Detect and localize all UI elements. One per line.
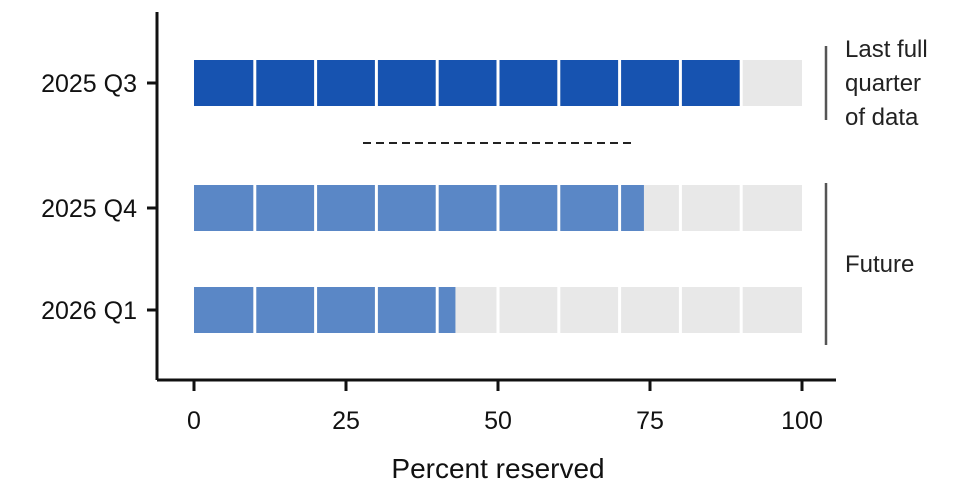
bar-filled-segment: [377, 60, 436, 106]
bar-row: [194, 185, 802, 231]
group-annotation: Future: [824, 183, 914, 345]
bar-filled-segment: [499, 60, 558, 106]
bar-filled-segment: [317, 60, 375, 106]
bar-filled-segment: [499, 185, 558, 231]
bar-remainder-segment: [499, 287, 558, 333]
bar-row: [194, 287, 802, 333]
bar-remainder-segment: [681, 287, 740, 333]
bar-remainder-segment: [621, 287, 679, 333]
x-tick-label: 100: [781, 407, 823, 435]
y-axis: 2025 Q3 2025 Q4 2026 Q1: [41, 12, 159, 380]
bar-remainder-segment: [681, 185, 740, 231]
bar-filled-segment: [560, 185, 619, 231]
x-axis-title: Percent reserved: [391, 453, 604, 484]
bar-filled-segment: [438, 287, 456, 333]
x-axis: 0 25 50 75 100: [157, 378, 836, 435]
x-tick-label: 50: [484, 407, 512, 435]
x-tick-label: 0: [187, 407, 201, 435]
bar-filled-segment: [560, 60, 619, 106]
bar-remainder-segment: [742, 287, 802, 333]
bar-filled-segment: [377, 185, 436, 231]
bar-filled-segment: [317, 287, 375, 333]
y-tick-label: 2026 Q1: [41, 297, 137, 325]
bar-filled-segment: [621, 185, 644, 231]
bar-filled-segment: [438, 60, 497, 106]
bar-filled-segment: [681, 60, 740, 106]
bar-filled-segment: [621, 60, 679, 106]
y-tick-label: 2025 Q3: [41, 70, 137, 98]
group-label-line: of data: [845, 104, 919, 131]
bar-filled-segment: [317, 185, 375, 231]
bar-filled-segment: [256, 185, 315, 231]
bars-layer: [194, 60, 802, 333]
group-annotation: Last full quarter of data: [824, 36, 928, 131]
bar-remainder-segment: [742, 185, 802, 231]
x-tick-label: 75: [636, 407, 664, 435]
group-label-line: quarter: [845, 70, 921, 97]
bar-filled-segment: [377, 287, 436, 333]
bar-row: [194, 60, 802, 106]
bar-filled-segment: [194, 60, 254, 106]
bar-filled-segment: [194, 185, 254, 231]
x-tick-label: 25: [332, 407, 360, 435]
bar-remainder-segment: [560, 287, 619, 333]
bar-filled-segment: [438, 185, 497, 231]
bar-filled-segment: [256, 60, 315, 106]
bar-filled-segment: [194, 287, 254, 333]
bar-filled-segment: [256, 287, 315, 333]
group-annotations: Last full quarter of data Future: [824, 36, 928, 345]
bar-remainder-segment: [742, 60, 802, 106]
group-label-line: Future: [845, 251, 914, 278]
y-tick-label: 2025 Q4: [41, 195, 137, 223]
group-label-line: Last full: [845, 36, 928, 63]
